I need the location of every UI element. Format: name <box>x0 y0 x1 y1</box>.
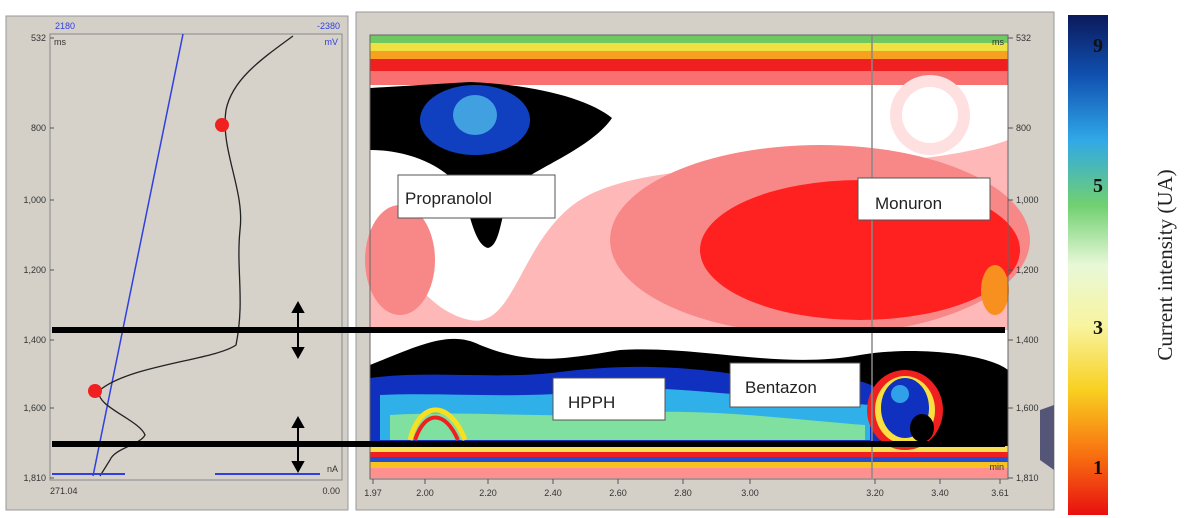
y-tick-label: 532 <box>31 33 46 43</box>
x-tick-label: 2.00 <box>416 488 434 498</box>
x-tick-label: 2.40 <box>544 488 562 498</box>
colorbar-label: Current intensity (UA) <box>1153 169 1177 360</box>
x-tick-label: 3.00 <box>741 488 759 498</box>
colorbar-tick-label: 9 <box>1093 35 1103 57</box>
y-tick-label: 1,200 <box>23 265 46 275</box>
x-tick-label: 2.60 <box>609 488 627 498</box>
annotation: HPPH <box>568 393 615 412</box>
x-tick-label: 3.61 <box>991 488 1009 498</box>
x-tick-label: 2.20 <box>479 488 497 498</box>
left-plot <box>50 34 342 480</box>
y-tick-label: 1,000 <box>1016 195 1039 205</box>
colorbar-tick-label: 3 <box>1093 317 1103 339</box>
figure: 2180 -2380 ms mV 271.04 0.00 nA <box>0 0 1187 518</box>
x-tick-label: 1.97 <box>364 488 382 498</box>
y-unit: ms <box>54 37 66 47</box>
top-unit: mV <box>325 37 339 47</box>
marker <box>215 118 229 132</box>
y-unit: ms <box>992 37 1004 47</box>
y-tick-label: 800 <box>31 123 46 133</box>
y-tick-label: 1,600 <box>1016 403 1039 413</box>
y-tick-label: 800 <box>1016 123 1031 133</box>
bottom-right-label: 0.00 <box>322 486 340 496</box>
annotation: Bentazon <box>745 378 817 397</box>
colorbar-tick-label: 1 <box>1093 457 1103 479</box>
bottom-left-label: 271.04 <box>50 486 78 496</box>
x-tick-label: 3.20 <box>866 488 884 498</box>
colorbar-tick-label: 5 <box>1093 175 1103 197</box>
y-tick-label: 1,810 <box>1016 473 1039 483</box>
y-tick-label: 1,600 <box>23 403 46 413</box>
contour-map <box>365 35 1030 479</box>
y-tick-label: 1,200 <box>1016 265 1039 275</box>
annotation: Propranolol <box>405 189 492 208</box>
scroll-handle <box>1040 405 1054 470</box>
marker <box>88 384 102 398</box>
y-tick-label: 1,000 <box>23 195 46 205</box>
y-tick-label: 1,400 <box>1016 335 1039 345</box>
top-left-label: 2180 <box>55 21 75 31</box>
y-tick-label: 1,400 <box>23 335 46 345</box>
colorbar <box>1068 15 1108 515</box>
annotation: Monuron <box>875 194 942 213</box>
y-tick-label: 1,810 <box>23 473 46 483</box>
bottom-unit: nA <box>327 464 338 474</box>
x-unit: min <box>989 462 1004 472</box>
x-tick-label: 2.80 <box>674 488 692 498</box>
y-tick-label: 532 <box>1016 33 1031 43</box>
top-right-label: -2380 <box>317 21 340 31</box>
x-tick-label: 3.40 <box>931 488 949 498</box>
